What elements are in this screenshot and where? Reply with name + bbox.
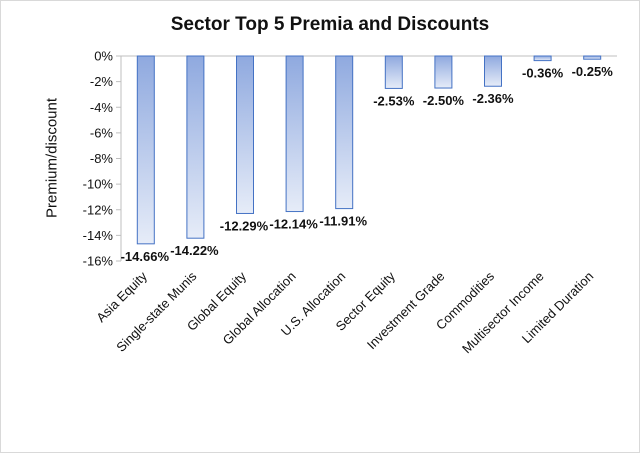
bar [583,55,602,60]
data-label: -2.50% [423,93,465,108]
data-label: -0.25% [572,64,614,79]
y-tick-label: -8% [90,151,114,166]
y-tick-label: -2% [90,74,114,89]
bar [484,55,502,87]
y-tick-label: 0% [94,49,113,64]
bar [533,55,552,62]
data-label: -2.36% [472,91,514,106]
bar [384,55,403,89]
data-label: -11.91% [319,214,367,229]
bar [186,55,205,239]
y-axis: 0% -2% -4% -6% -8% -10% -12% -14% -16% [83,49,617,269]
y-tick-label: -16% [83,254,114,269]
data-label: -14.66% [121,249,170,264]
y-tick-label: -14% [83,228,114,243]
y-tick-label: -10% [83,177,114,192]
data-labels: -14.66% -14.22%-12.29% -12.14% -11.91% -2.53… [121,64,614,264]
bar [335,55,354,210]
data-label: -12.29% [220,218,269,233]
data-label: -2.53% [373,93,415,108]
data-label: -14.22% [170,243,219,258]
y-tick-label: -4% [90,100,114,115]
chart-title: Sector Top 5 Premia and Discounts [170,14,490,35]
data-label: -0.36% [522,66,564,81]
bar [434,55,453,89]
bar [236,55,254,214]
bars [136,55,602,245]
y-tick-label: -6% [90,125,114,140]
bar [136,55,155,245]
y-tick-label: -12% [83,202,114,217]
data-label: -12.14% [269,217,318,232]
bar [285,55,304,213]
